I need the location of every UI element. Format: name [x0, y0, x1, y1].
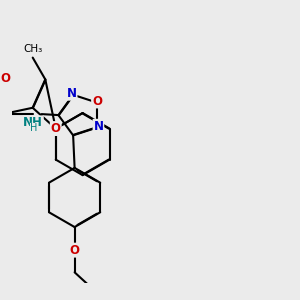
Text: O: O	[51, 122, 61, 135]
Text: NH: NH	[23, 116, 43, 129]
Text: H: H	[30, 123, 38, 133]
Text: N: N	[93, 120, 103, 133]
Text: O: O	[0, 72, 10, 85]
Text: CH₃: CH₃	[23, 44, 42, 54]
Text: O: O	[70, 244, 80, 256]
Text: N: N	[67, 87, 77, 100]
Text: O: O	[92, 94, 102, 108]
